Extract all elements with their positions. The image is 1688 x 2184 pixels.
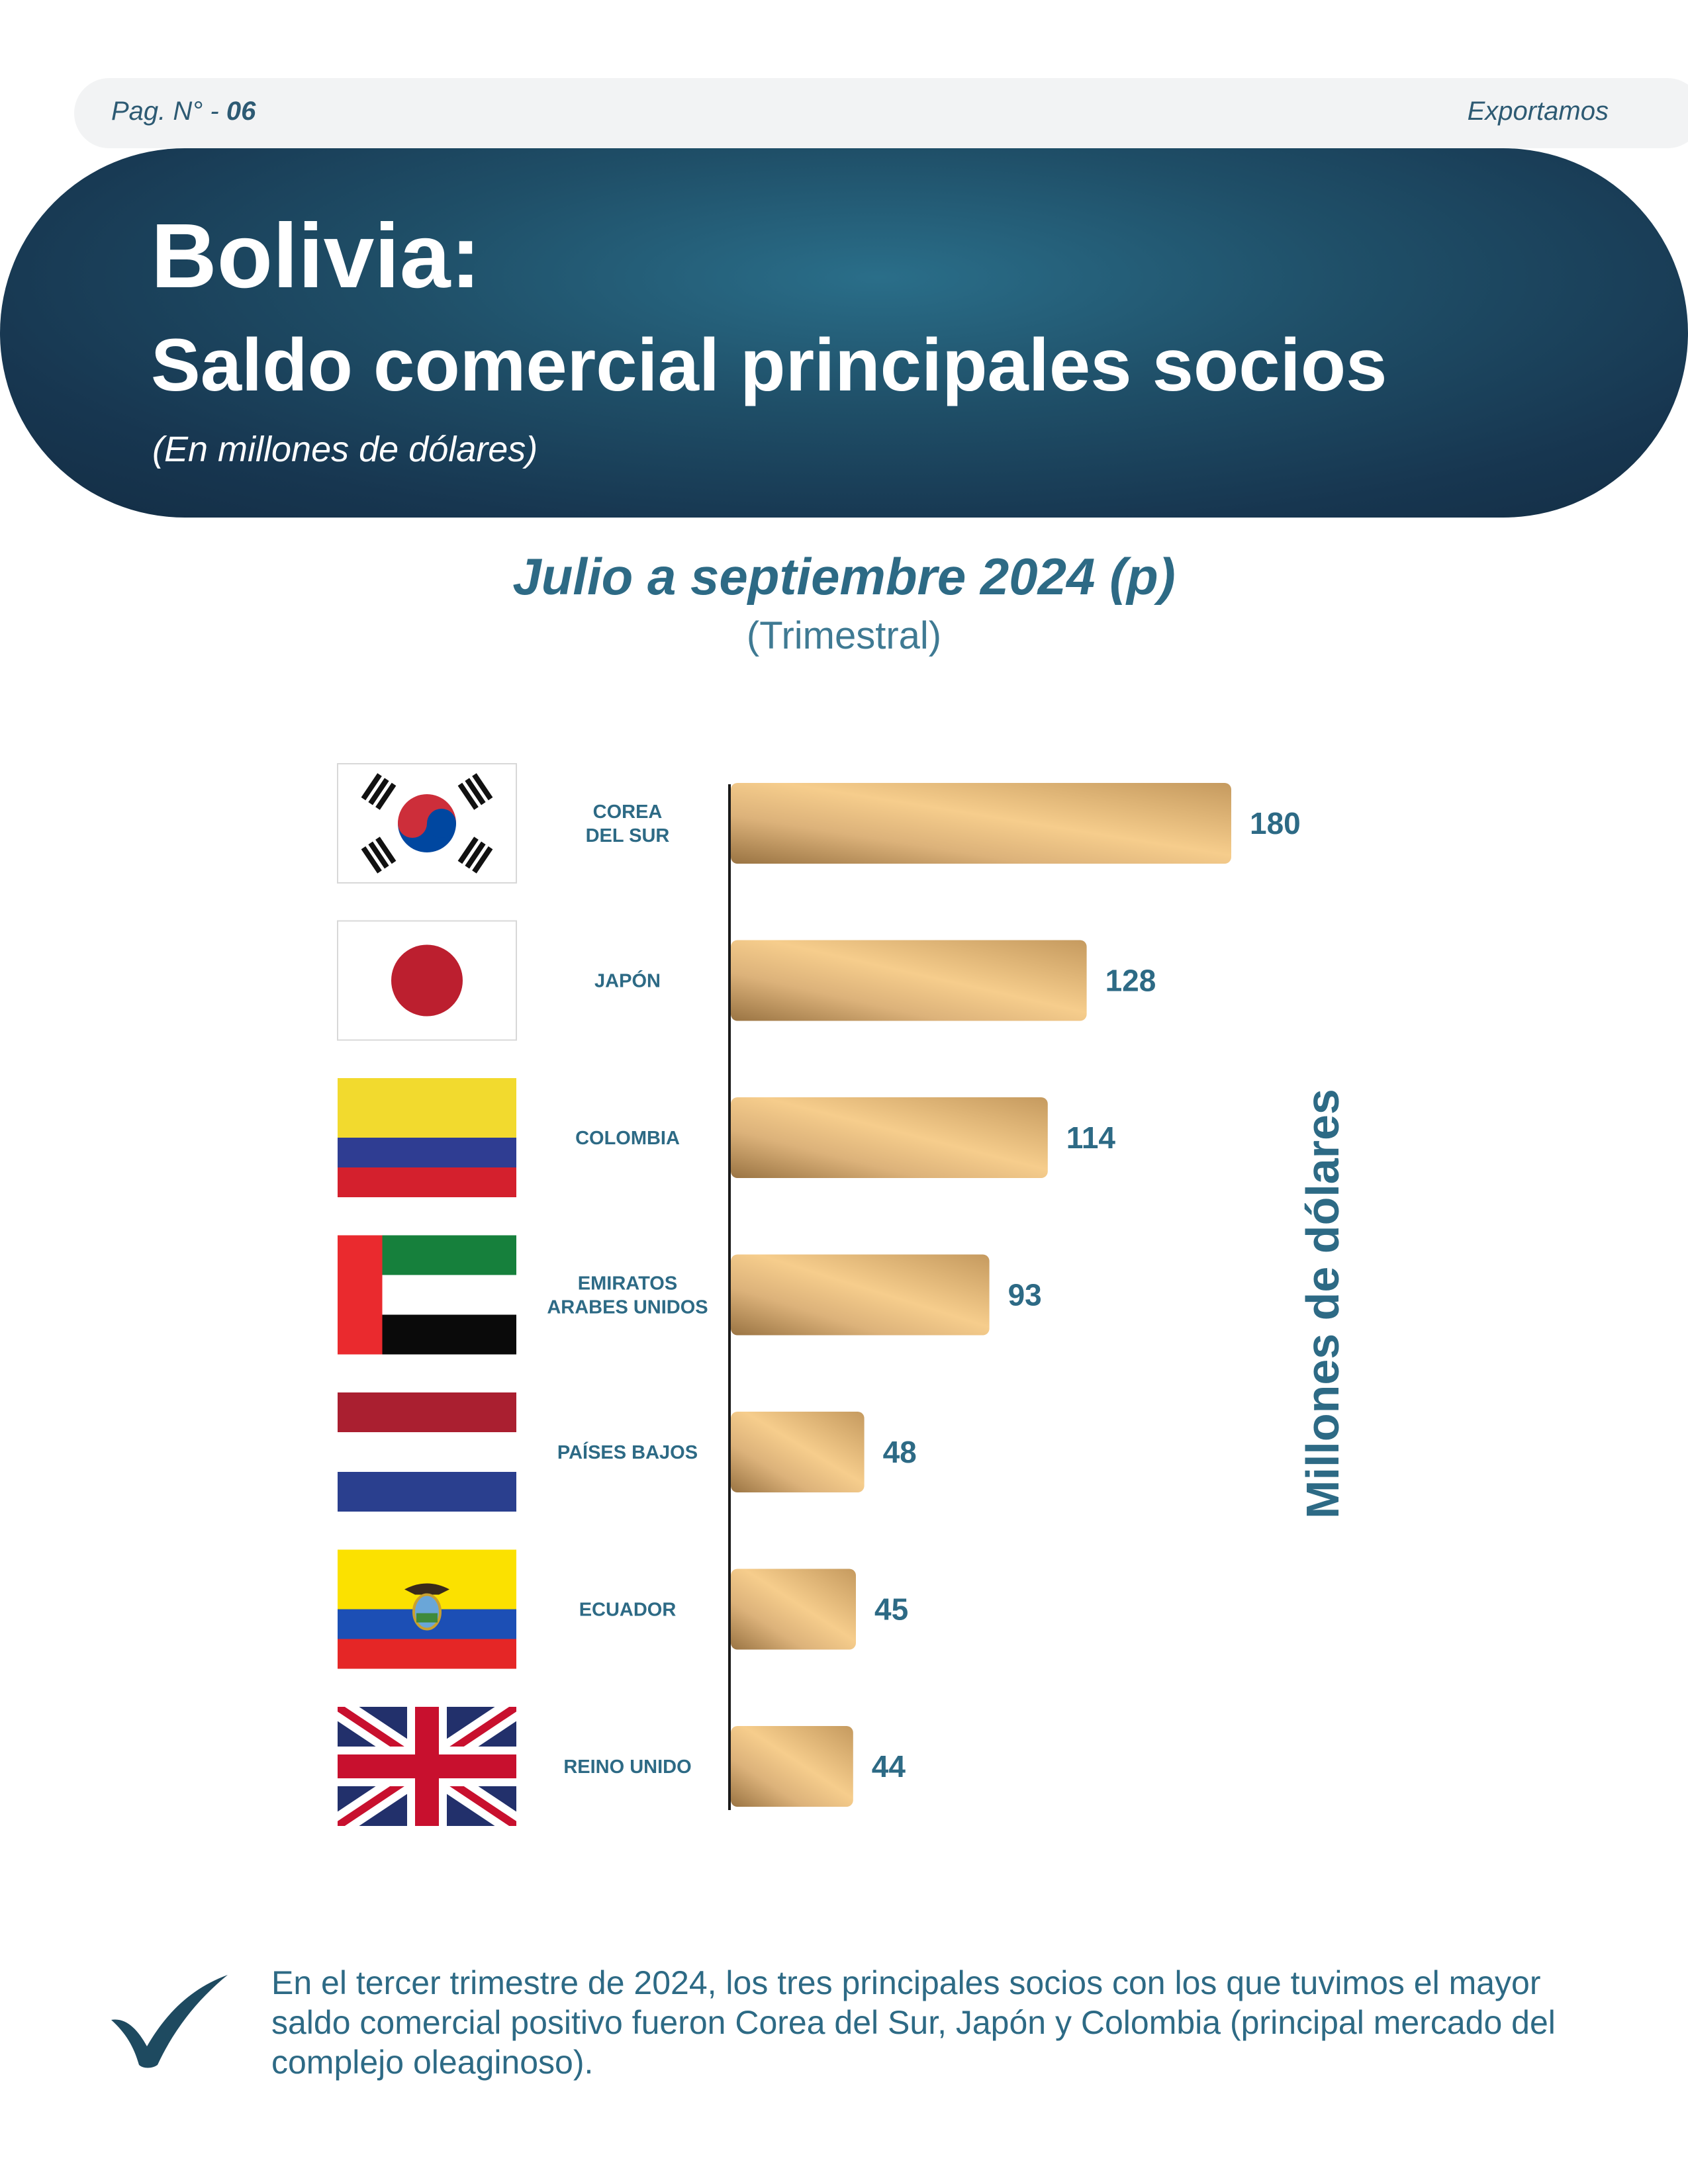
category-label: REINO UNIDO (563, 1756, 691, 1778)
page-subtitle: Saldo comercial principales socios (151, 324, 1387, 406)
colombia-flag (338, 1078, 516, 1197)
period-title: Julio a septiembre 2024 (p) (512, 547, 1176, 606)
bar (731, 1726, 853, 1807)
category-label: EMIRATOS ARABES UNIDOS (547, 1273, 708, 1318)
value-label: 48 (883, 1435, 917, 1469)
category-label: COLOMBIA (575, 1128, 680, 1149)
title-banner (0, 148, 1688, 518)
category-label: PAÍSES BAJOS (557, 1441, 698, 1463)
y-axis-label: Millones de dólares (1297, 1089, 1348, 1519)
bar (731, 1097, 1048, 1178)
value-label: 114 (1066, 1120, 1116, 1155)
brand-label: Exportamos (1467, 97, 1609, 126)
value-label: 93 (1008, 1278, 1042, 1312)
bar (731, 1569, 856, 1650)
page-title: Bolivia: (151, 205, 481, 307)
checkmark-icon (111, 1975, 228, 2068)
page-number: Pag. N° - 06 (111, 97, 256, 126)
category-label: ECUADOR (579, 1600, 677, 1621)
netherlands-flag (338, 1392, 516, 1512)
value-label: 45 (874, 1592, 908, 1627)
uae-flag (338, 1235, 516, 1355)
summary-note: En el tercer trimestre de 2024, los tres… (271, 1964, 1556, 2081)
header-bar (74, 78, 1688, 148)
value-label: 180 (1250, 806, 1301, 841)
category-label: JAPÓN (594, 970, 661, 992)
unit-note: (En millones de dólares) (152, 430, 538, 469)
bar (731, 940, 1087, 1021)
page-number-value: 06 (226, 97, 256, 126)
value-label: 128 (1105, 964, 1156, 998)
value-label: 44 (872, 1749, 906, 1784)
period-frequency: (Trimestral) (746, 614, 942, 657)
bar (731, 1412, 865, 1492)
uk-flag (338, 1707, 516, 1826)
ecuador-flag (338, 1549, 516, 1669)
page-label: Pag. N° - (111, 97, 226, 126)
category-label: COREA DEL SUR (586, 801, 670, 846)
bar (731, 783, 1231, 864)
bar (731, 1254, 990, 1336)
south-korea-flag (337, 763, 517, 884)
japan-flag (337, 920, 517, 1041)
